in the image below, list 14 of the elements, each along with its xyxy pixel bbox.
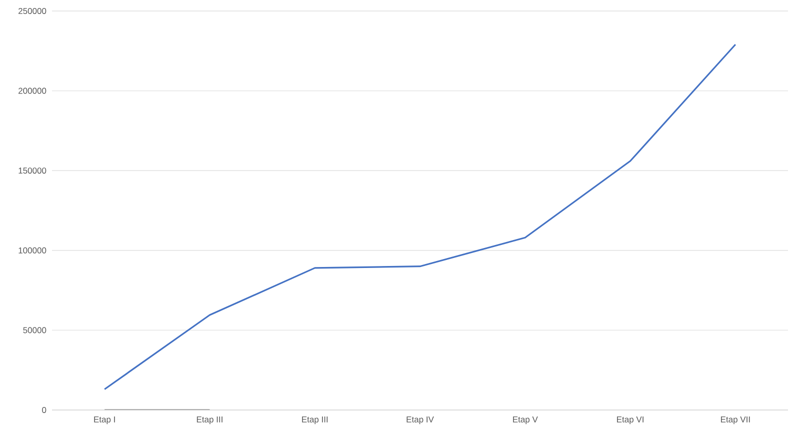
x-tick-label: Etap IV: [406, 416, 434, 424]
x-tick-label: Etap V: [513, 416, 538, 424]
y-tick-label: 100000: [18, 247, 46, 254]
y-tick-label: 50000: [23, 327, 46, 334]
x-tick-label: Etap VI: [617, 416, 644, 424]
x-tick-label: Etap I: [94, 416, 115, 424]
x-tick-label: Etap VII: [720, 416, 750, 424]
y-tick-label: 250000: [18, 8, 46, 14]
line-series: [104, 44, 736, 390]
y-tick-label: 150000: [18, 168, 46, 174]
y-tick-label: 0: [42, 406, 46, 413]
y-tick-label: 200000: [18, 88, 46, 94]
x-tick-label: Etap III: [302, 416, 328, 424]
x-tick-label: Etap III: [196, 416, 222, 424]
